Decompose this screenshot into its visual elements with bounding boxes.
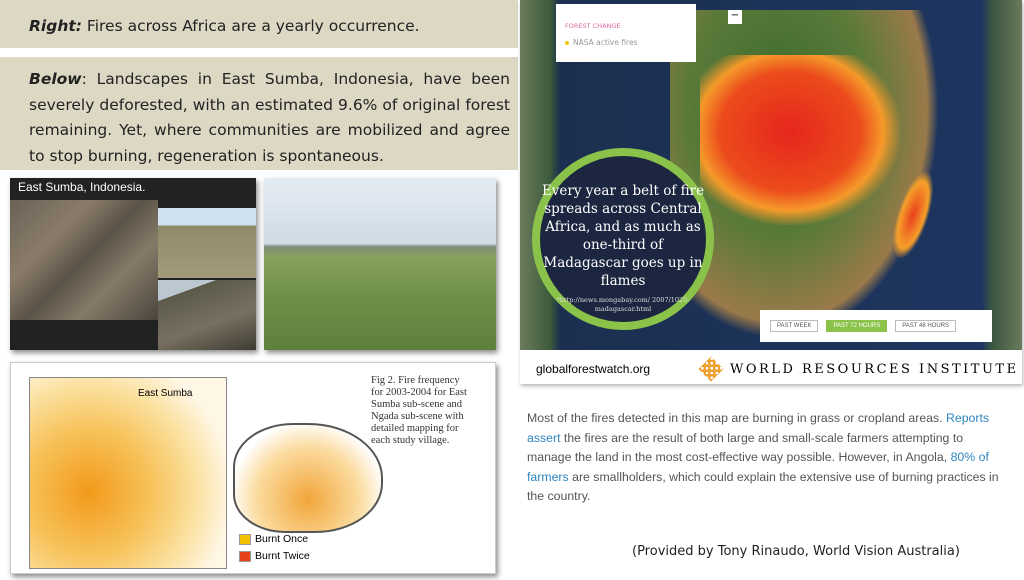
fire-belt-callout: Every year a belt of fire spreads across…: [532, 148, 714, 330]
wri-logo-icon: [698, 356, 724, 382]
map-title: East Sumba: [138, 388, 193, 399]
caption-text: Fires across Africa are a yearly occurre…: [82, 17, 420, 35]
photo-caption: East Sumba, Indonesia.: [18, 180, 146, 194]
credit-line: (Provided by Tony Rinaudo, World Vision …: [632, 544, 960, 559]
caption-text: : Landscapes in East Sumba, Indonesia, h…: [29, 70, 510, 165]
desc-text: Most of the fires detected in this map a…: [527, 411, 946, 425]
farmers-link[interactable]: 80% of farmers: [527, 450, 989, 484]
org-name: WORLD RESOURCES INSTITUTE: [730, 361, 1019, 377]
right-caption: Right: Fires across Africa are a yearly …: [0, 0, 518, 48]
legend-swatch: [239, 533, 251, 545]
desc-text: the fires are the result of both large a…: [527, 430, 964, 465]
legend-title: FOREST CHANGE: [565, 22, 621, 30]
site-label: globalforestwatch.org: [536, 362, 651, 376]
past-72-hours-button[interactable]: PAST 72 HOURS: [826, 320, 888, 332]
legend-swatch: [239, 550, 251, 562]
grassland-photo: [264, 178, 496, 350]
legend-label: Burnt Twice: [255, 550, 310, 562]
legend-item-nasa-fires[interactable]: NASA active fires: [565, 38, 638, 47]
central-africa-fire-belt: [700, 55, 900, 225]
reports-assert-link[interactable]: Reports assert: [527, 411, 990, 445]
time-range-selector: PAST WEEK PAST 72 HOURS PAST 48 HOURS: [760, 310, 992, 342]
legend-burnt-twice: Burnt Twice: [239, 550, 310, 562]
caption-label: Right:: [29, 17, 82, 35]
hillside-photo: [158, 280, 256, 350]
callout-source: *http://news.mongabay.com/ 2007/1025-mad…: [556, 296, 690, 313]
past-week-button[interactable]: PAST WEEK: [770, 320, 819, 332]
desc-text: are smallholders, which could explain th…: [527, 469, 999, 504]
africa-fire-map-panel: FOREST CHANGE NASA active fires − Every …: [520, 0, 1022, 384]
map-legend: FOREST CHANGE NASA active fires −: [556, 4, 742, 62]
legend-label: Burnt Once: [255, 533, 309, 545]
legend-burnt-once: Burnt Once: [239, 533, 308, 545]
ngada-fire-map: [233, 423, 383, 533]
past-48-hours-button[interactable]: PAST 48 HOURS: [895, 320, 957, 332]
caption-label: Below: [29, 70, 82, 88]
east-sumba-fire-map: East Sumba: [29, 377, 227, 569]
satellite-image: [10, 200, 158, 320]
east-sumba-photo-collage: East Sumba, Indonesia.: [10, 178, 256, 350]
fire-frequency-figure: East Sumba Fig 2. Fire frequency for 200…: [10, 362, 496, 574]
map-description: Most of the fires detected in this map a…: [527, 409, 1007, 507]
below-caption: Below: Landscapes in East Sumba, Indones…: [0, 57, 518, 170]
landscape-photo: [158, 208, 256, 278]
wri-logo: WORLD RESOURCES INSTITUTE: [698, 356, 1019, 382]
figure-caption: Fig 2. Fire frequency for 2003-2004 for …: [371, 375, 467, 446]
africa-fire-map: FOREST CHANGE NASA active fires − Every …: [520, 0, 1022, 350]
minimize-button[interactable]: −: [728, 10, 742, 24]
callout-text: Every year a belt of fire spreads across…: [541, 183, 705, 289]
